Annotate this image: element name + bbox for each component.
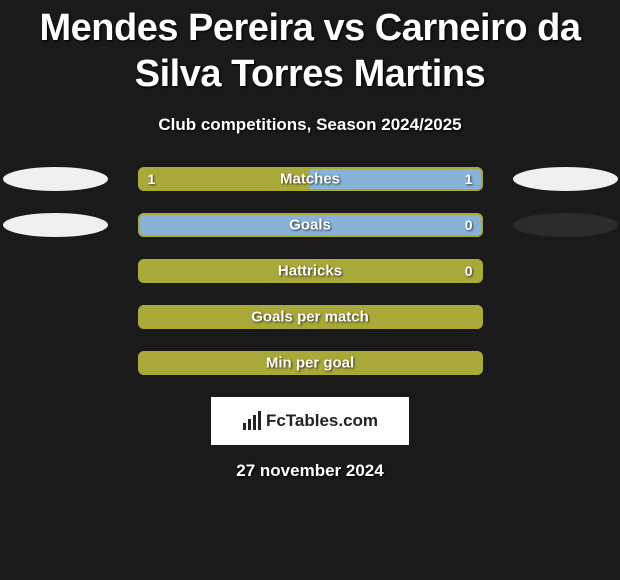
right-spacer	[513, 351, 618, 375]
bar-right-value: 1	[465, 171, 473, 187]
left-spacer	[3, 305, 108, 329]
stat-bar: 0Hattricks	[138, 259, 483, 283]
bar-bg	[138, 259, 483, 283]
right-spacer	[513, 305, 618, 329]
bar-left-fill	[138, 305, 483, 329]
subtitle: Club competitions, Season 2024/2025	[0, 115, 620, 135]
stat-bar: Min per goal	[138, 351, 483, 375]
bar-right-fill	[138, 213, 483, 237]
bar-left-fill	[138, 167, 311, 191]
stat-row: Goals per match	[0, 305, 620, 329]
logo-text: FcTables.com	[266, 411, 378, 431]
left-spacer	[3, 259, 108, 283]
left-team-ellipse	[3, 167, 108, 191]
right-team-ellipse	[513, 167, 618, 191]
stat-row: Min per goal	[0, 351, 620, 375]
fctables-barchart-icon	[242, 411, 262, 431]
stat-rows: 11Matches0Goals0HattricksGoals per match…	[0, 167, 620, 375]
left-team-ellipse	[3, 213, 108, 237]
date-text: 27 november 2024	[0, 461, 620, 481]
bar-bg	[138, 167, 483, 191]
stat-bar: 11Matches	[138, 167, 483, 191]
bar-bg	[138, 351, 483, 375]
right-spacer	[513, 259, 618, 283]
bar-bg	[138, 213, 483, 237]
stat-bar: Goals per match	[138, 305, 483, 329]
stat-row: 0Hattricks	[0, 259, 620, 283]
bar-left-fill	[138, 259, 483, 283]
stat-bar: 0Goals	[138, 213, 483, 237]
stat-row: 11Matches	[0, 167, 620, 191]
stat-row: 0Goals	[0, 213, 620, 237]
bar-right-fill	[310, 167, 483, 191]
bar-left-value: 1	[148, 171, 156, 187]
page-title: Mendes Pereira vs Carneiro da Silva Torr…	[0, 6, 620, 97]
left-spacer	[3, 351, 108, 375]
bar-bg	[138, 305, 483, 329]
bar-right-value: 0	[465, 217, 473, 233]
comparison-card: Mendes Pereira vs Carneiro da Silva Torr…	[0, 0, 620, 580]
right-team-ellipse	[513, 213, 618, 237]
bar-left-fill	[138, 351, 483, 375]
logo-box: FcTables.com	[211, 397, 409, 445]
bar-right-value: 0	[465, 263, 473, 279]
